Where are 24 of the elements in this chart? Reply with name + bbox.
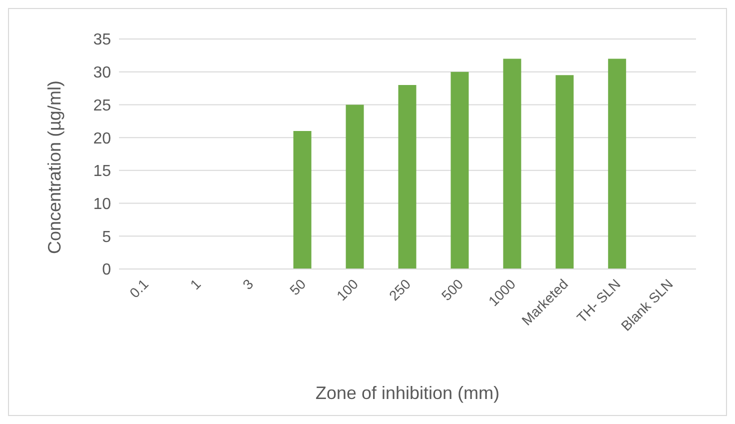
bar bbox=[556, 75, 574, 269]
x-tick-label: 50 bbox=[286, 276, 309, 298]
x-tick-label: 250 bbox=[386, 276, 414, 304]
bar bbox=[346, 104, 364, 269]
bar bbox=[450, 72, 469, 269]
x-tick-label: 100 bbox=[333, 276, 362, 304]
x-tick-label: 1 bbox=[186, 276, 204, 293]
x-tick-label: 500 bbox=[438, 276, 466, 304]
bar bbox=[293, 131, 312, 269]
y-tick-label: 30 bbox=[93, 64, 112, 82]
y-tick-label: 15 bbox=[93, 163, 112, 180]
y-tick-label: 5 bbox=[102, 228, 112, 246]
y-tick-label: 0 bbox=[102, 262, 112, 279]
x-tick-label: 3 bbox=[239, 276, 256, 293]
bar bbox=[398, 85, 416, 269]
y-tick-label: 35 bbox=[93, 32, 112, 49]
x-tick-label: 0.1 bbox=[126, 276, 152, 301]
bar bbox=[608, 58, 626, 269]
y-tick-label: 20 bbox=[93, 130, 112, 148]
bar bbox=[503, 58, 522, 269]
x-axis-title: Zone of inhibition (mm) bbox=[315, 383, 500, 403]
y-tick-label: 25 bbox=[93, 97, 112, 114]
y-axis-title: Concentration (µg/ml) bbox=[44, 80, 64, 254]
y-tick-label: 10 bbox=[93, 196, 112, 213]
